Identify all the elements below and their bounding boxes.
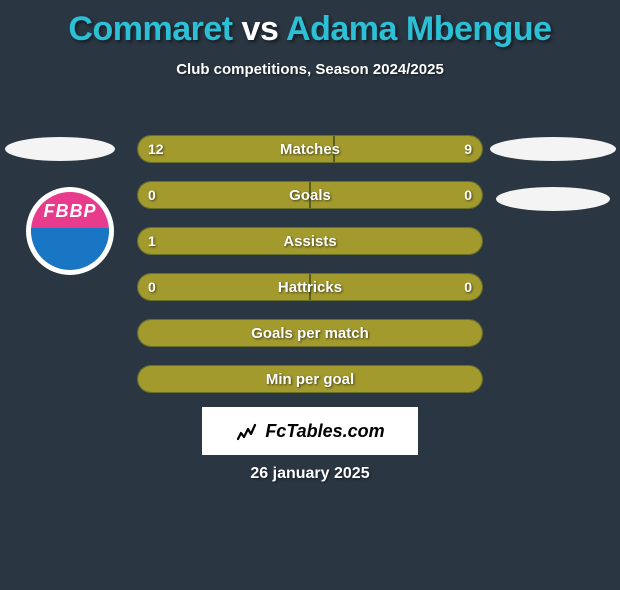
stat-row: Goals per match [137, 319, 483, 347]
stat-row: Assists1 [137, 227, 483, 255]
stat-value-right: 0 [464, 182, 472, 208]
stat-value-right: 9 [464, 136, 472, 162]
brand-icon [235, 419, 259, 443]
brand-text: FcTables.com [265, 421, 384, 442]
date-text: 26 january 2025 [0, 465, 620, 483]
stat-label: Min per goal [138, 366, 482, 392]
stat-label: Goals per match [138, 320, 482, 346]
stat-value-left: 0 [148, 182, 156, 208]
stat-value-left: 1 [148, 228, 156, 254]
stat-value-left: 0 [148, 274, 156, 300]
team2-logo-placeholder-2 [496, 187, 610, 211]
player1-name: Commaret [68, 10, 232, 48]
stat-label: Goals [138, 182, 482, 208]
stat-value-right: 0 [464, 274, 472, 300]
team1-badge: FBBP [26, 187, 114, 275]
badge-text: FBBP [26, 201, 114, 222]
badge-bottom-half [31, 228, 109, 270]
vs-text: vs [242, 10, 279, 48]
page-title: Commaret vs Adama Mbengue [0, 10, 620, 49]
player2-name: Adama Mbengue [286, 10, 552, 48]
stat-row: Matches12 9 [137, 135, 483, 163]
stat-label: Matches [138, 136, 482, 162]
subtitle: Club competitions, Season 2024/2025 [0, 61, 620, 78]
stat-row: Hattricks0 0 [137, 273, 483, 301]
stat-label: Hattricks [138, 274, 482, 300]
stat-row: Min per goal [137, 365, 483, 393]
stat-value-left: 12 [148, 136, 164, 162]
stat-label: Assists [138, 228, 482, 254]
brand-box[interactable]: FcTables.com [202, 407, 418, 455]
team2-logo-placeholder-1 [490, 137, 616, 161]
team1-logo-placeholder [5, 137, 115, 161]
stat-row: Goals0 0 [137, 181, 483, 209]
comparison-bars: Matches129Goals00Assists1Hattricks00Goal… [137, 135, 483, 411]
